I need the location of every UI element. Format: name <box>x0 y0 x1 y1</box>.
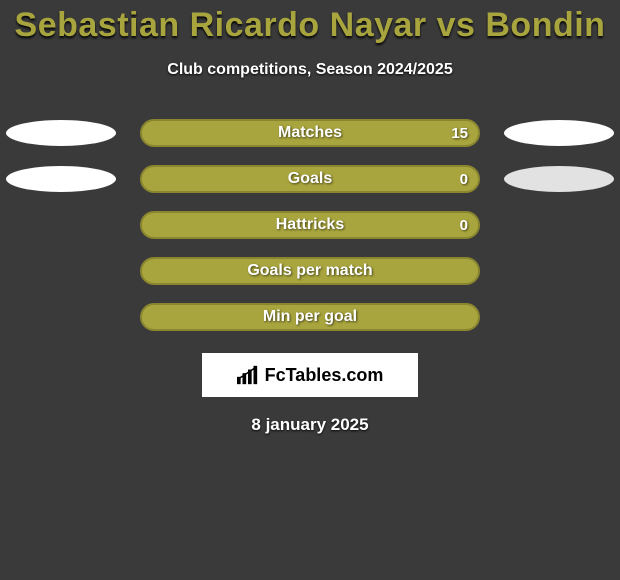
stat-label: Hattricks <box>142 216 478 234</box>
stat-bar: Goals0 <box>140 165 480 193</box>
stat-bar: Matches15 <box>140 119 480 147</box>
page-root: Sebastian Ricardo Nayar vs Bondin Club c… <box>0 0 620 580</box>
stat-value-right: 15 <box>451 125 468 142</box>
stat-row: Goals per match <box>0 257 620 285</box>
stat-row: Matches15 <box>0 119 620 147</box>
stat-label: Matches <box>142 124 478 142</box>
chart-icon <box>237 365 259 385</box>
page-subtitle: Club competitions, Season 2024/2025 <box>0 61 620 79</box>
player-ellipse-right <box>504 166 614 192</box>
logo-box: FcTables.com <box>202 353 418 397</box>
stat-bar: Goals per match <box>140 257 480 285</box>
stat-value-right: 0 <box>460 171 468 188</box>
stat-label: Goals per match <box>142 262 478 280</box>
stat-bar: Hattricks0 <box>140 211 480 239</box>
stats-rows: Matches15Goals0Hattricks0Goals per match… <box>0 119 620 331</box>
player-ellipse-right <box>504 120 614 146</box>
stat-row: Goals0 <box>0 165 620 193</box>
date-text: 8 january 2025 <box>0 415 620 435</box>
player-ellipse-left <box>6 166 116 192</box>
stat-bar: Min per goal <box>140 303 480 331</box>
player-ellipse-left <box>6 120 116 146</box>
page-title: Sebastian Ricardo Nayar vs Bondin <box>0 0 620 45</box>
stat-value-right: 0 <box>460 217 468 234</box>
logo-text: FcTables.com <box>265 365 384 386</box>
stat-row: Min per goal <box>0 303 620 331</box>
stat-label: Goals <box>142 170 478 188</box>
stat-row: Hattricks0 <box>0 211 620 239</box>
stat-label: Min per goal <box>142 308 478 326</box>
